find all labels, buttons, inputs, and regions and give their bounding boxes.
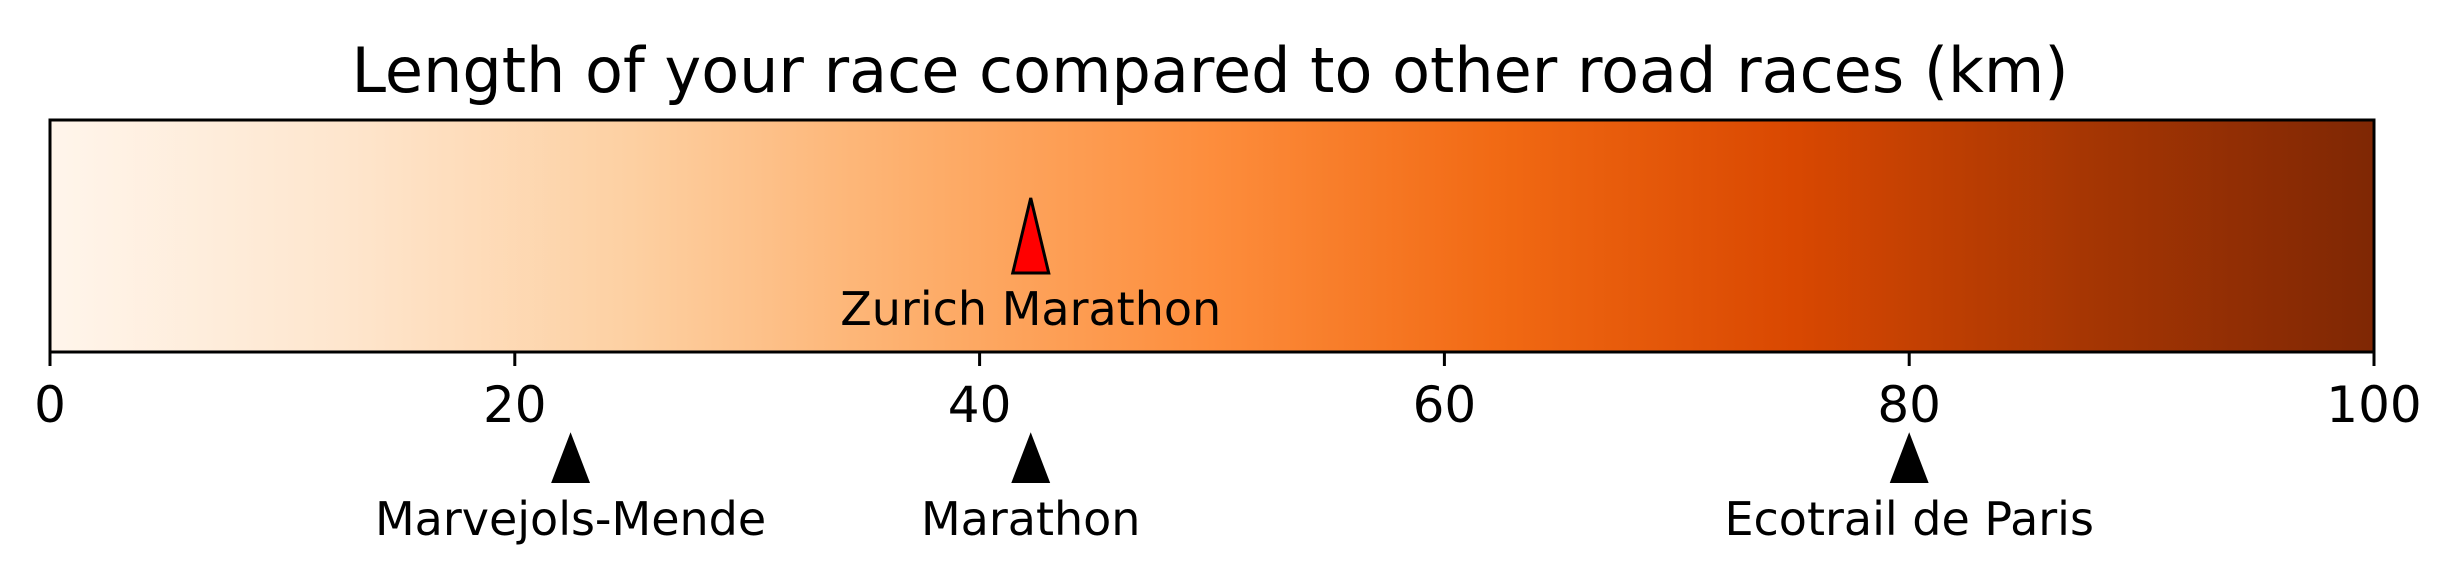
- reference-marker: [1889, 432, 1929, 483]
- highlight-label: Zurich Marathon: [840, 282, 1221, 336]
- x-tick-label: 60: [1413, 376, 1477, 434]
- highlight-marker: [1010, 197, 1051, 275]
- x-tick-label: 100: [2326, 376, 2421, 434]
- reference-label: Marvejols-Mende: [375, 492, 766, 546]
- x-tick-label: 40: [948, 376, 1012, 434]
- x-tick-label: 80: [1877, 376, 1941, 434]
- reference-markers: Marvejols-Mende Marathon Ecotrail de Paris: [375, 432, 2094, 546]
- x-tick-label: 0: [34, 376, 66, 434]
- reference-marker: [1011, 432, 1051, 483]
- x-axis: 0 20 40 60 80 100: [34, 352, 2422, 434]
- reference-label: Marathon: [921, 492, 1140, 546]
- x-tick-label: 20: [483, 376, 547, 434]
- highlight-marker-group: Zurich Marathon: [840, 197, 1221, 336]
- colorbar: [48, 118, 2376, 354]
- reference-marker: [551, 432, 591, 483]
- chart-title: Length of your race compared to other ro…: [351, 34, 2068, 107]
- reference-label: Ecotrail de Paris: [1724, 492, 2093, 546]
